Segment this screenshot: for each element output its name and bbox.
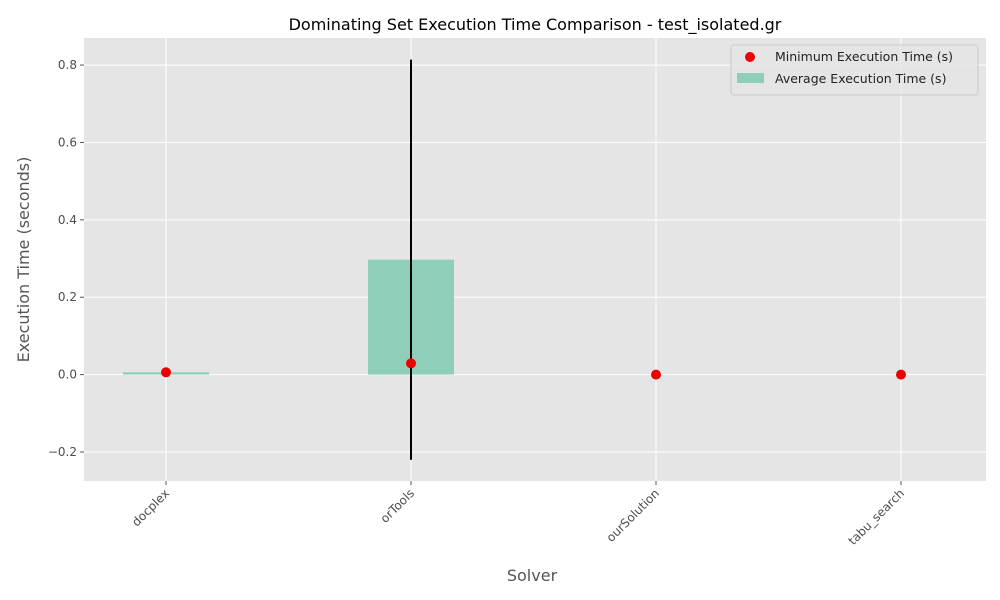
plot-background [84, 38, 986, 481]
x-axis-ticks: docplex orTools ourSolution tabu_search [129, 481, 907, 548]
legend-label-minimum: Minimum Execution Time (s) [775, 49, 953, 64]
x-tick-label: ourSolution [604, 486, 663, 545]
x-tick-label: docplex [129, 486, 172, 529]
y-axis-ticks: −0.2 0.0 0.2 0.4 0.6 0.8 [48, 58, 84, 459]
legend-label-average: Average Execution Time (s) [775, 71, 946, 86]
grid-lines [84, 38, 986, 481]
y-tick-label: 0.2 [58, 290, 77, 304]
x-tick-label: tabu_search [845, 486, 907, 548]
point-ourSolution [651, 369, 661, 380]
chart-title: Dominating Set Execution Time Comparison… [289, 15, 782, 35]
y-tick-label: −0.2 [48, 445, 77, 459]
y-tick-label: 0.6 [58, 135, 77, 149]
scatter-series [161, 358, 906, 380]
y-tick-label: 0.8 [58, 58, 77, 72]
x-tick-label: orTools [378, 486, 417, 525]
point-orTools [406, 358, 416, 369]
point-docplex [161, 367, 171, 378]
y-axis-label: Execution Time (seconds) [14, 157, 33, 363]
legend-box [730, 44, 979, 96]
legend: Minimum Execution Time (s) Average Execu… [730, 44, 979, 96]
legend-marker-minimum [745, 52, 755, 62]
legend-swatch-average [737, 73, 764, 83]
x-axis-label: Solver [507, 566, 558, 585]
y-tick-label: 0.4 [58, 213, 77, 227]
y-tick-label: 0.0 [58, 368, 77, 382]
point-tabu_search [896, 369, 906, 380]
